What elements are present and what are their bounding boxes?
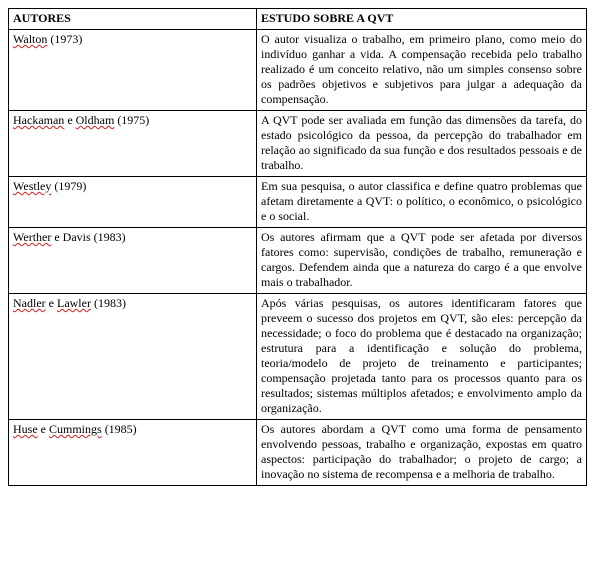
author-text: e <box>46 296 57 310</box>
author-cell: Hackaman e Oldham (1975) <box>9 111 257 177</box>
author-text: e <box>64 113 75 127</box>
author-text: (1973) <box>47 32 82 46</box>
table-row: Huse e Cummings (1985)Os autores abordam… <box>9 420 587 486</box>
table-row: Nadler e Lawler (1983)Após várias pesqui… <box>9 294 587 420</box>
author-name-misspelled: Westley <box>13 179 51 193</box>
author-text: (1983) <box>91 296 126 310</box>
author-name-misspelled: Oldham <box>76 113 115 127</box>
table-row: Werther e Davis (1983)Os autores afirmam… <box>9 228 587 294</box>
table-row: Westley (1979)Em sua pesquisa, o autor c… <box>9 177 587 228</box>
author-name-misspelled: Lawler <box>57 296 91 310</box>
study-cell: Após várias pesquisas, os autores identi… <box>257 294 587 420</box>
author-cell: Werther e Davis (1983) <box>9 228 257 294</box>
author-name-misspelled: Walton <box>13 32 47 46</box>
table-row: Walton (1973)O autor visualiza o trabalh… <box>9 30 587 111</box>
author-text: (1979) <box>51 179 86 193</box>
author-text: (1985) <box>102 422 137 436</box>
author-cell: Westley (1979) <box>9 177 257 228</box>
study-cell: O autor visualiza o trabalho, em primeir… <box>257 30 587 111</box>
study-cell: Os autores afirmam que a QVT pode ser af… <box>257 228 587 294</box>
author-cell: Walton (1973) <box>9 30 257 111</box>
study-cell: Em sua pesquisa, o autor classifica e de… <box>257 177 587 228</box>
author-name-misspelled: Werther <box>13 230 51 244</box>
author-name-misspelled: Nadler <box>13 296 46 310</box>
study-cell: Os autores abordam a QVT como uma forma … <box>257 420 587 486</box>
author-name-misspelled: Huse <box>13 422 38 436</box>
qvt-table: AUTORES ESTUDO SOBRE A QVT Walton (1973)… <box>8 8 587 486</box>
author-text: e Davis (1983) <box>51 230 125 244</box>
table-body: Walton (1973)O autor visualiza o trabalh… <box>9 30 587 486</box>
table-header-row: AUTORES ESTUDO SOBRE A QVT <box>9 9 587 30</box>
author-cell: Nadler e Lawler (1983) <box>9 294 257 420</box>
author-text: e <box>38 422 49 436</box>
study-cell: A QVT pode ser avaliada em função das di… <box>257 111 587 177</box>
author-cell: Huse e Cummings (1985) <box>9 420 257 486</box>
author-name-misspelled: Hackaman <box>13 113 64 127</box>
author-text: (1975) <box>114 113 149 127</box>
author-name-misspelled: Cummings <box>49 422 102 436</box>
header-estudo: ESTUDO SOBRE A QVT <box>257 9 587 30</box>
header-autores: AUTORES <box>9 9 257 30</box>
table-row: Hackaman e Oldham (1975)A QVT pode ser a… <box>9 111 587 177</box>
